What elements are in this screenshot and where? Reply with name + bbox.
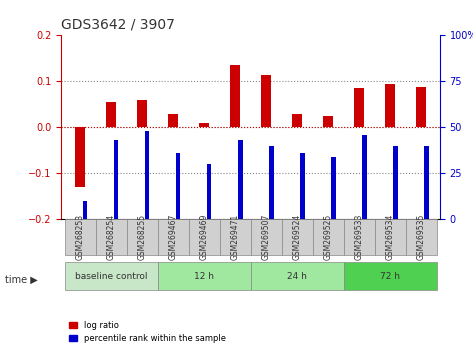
- Text: baseline control: baseline control: [75, 272, 148, 281]
- FancyBboxPatch shape: [344, 219, 375, 255]
- FancyBboxPatch shape: [65, 219, 96, 255]
- Bar: [106, 102, 116, 127]
- Legend: log ratio, percentile rank within the sample: log ratio, percentile rank within the sa…: [66, 318, 229, 346]
- Bar: [362, 135, 367, 219]
- Bar: [385, 84, 395, 127]
- Text: 24 h: 24 h: [287, 272, 307, 281]
- Text: GSM269525: GSM269525: [324, 214, 333, 260]
- Text: 12 h: 12 h: [194, 272, 214, 281]
- Text: GDS3642 / 3907: GDS3642 / 3907: [61, 18, 175, 32]
- Text: 72 h: 72 h: [380, 272, 400, 281]
- Text: GSM269467: GSM269467: [169, 214, 178, 261]
- Text: GSM268253: GSM268253: [76, 214, 85, 260]
- Text: GSM269507: GSM269507: [262, 214, 271, 261]
- Text: GSM269469: GSM269469: [200, 214, 209, 261]
- Bar: [137, 100, 147, 127]
- FancyBboxPatch shape: [251, 219, 282, 255]
- FancyBboxPatch shape: [344, 262, 437, 290]
- FancyBboxPatch shape: [158, 219, 189, 255]
- Bar: [292, 114, 302, 127]
- Bar: [393, 146, 398, 219]
- Text: GSM269534: GSM269534: [386, 214, 395, 261]
- Text: GSM269533: GSM269533: [355, 214, 364, 261]
- FancyBboxPatch shape: [65, 262, 158, 290]
- FancyBboxPatch shape: [406, 219, 437, 255]
- Bar: [416, 87, 426, 127]
- Bar: [261, 75, 271, 127]
- FancyBboxPatch shape: [96, 219, 127, 255]
- Text: GSM269524: GSM269524: [293, 214, 302, 260]
- FancyBboxPatch shape: [282, 219, 313, 255]
- Bar: [199, 123, 209, 127]
- FancyBboxPatch shape: [313, 219, 344, 255]
- FancyBboxPatch shape: [251, 262, 344, 290]
- FancyBboxPatch shape: [158, 262, 251, 290]
- Bar: [145, 131, 149, 219]
- FancyBboxPatch shape: [127, 219, 158, 255]
- Bar: [83, 201, 88, 219]
- Bar: [324, 116, 333, 127]
- Bar: [354, 88, 364, 127]
- Bar: [300, 153, 305, 219]
- Text: GSM268254: GSM268254: [106, 214, 115, 260]
- Text: GSM269471: GSM269471: [231, 214, 240, 260]
- Bar: [237, 140, 243, 219]
- Bar: [269, 146, 273, 219]
- FancyBboxPatch shape: [219, 219, 251, 255]
- Bar: [114, 140, 118, 219]
- Bar: [424, 146, 429, 219]
- Text: GSM268255: GSM268255: [138, 214, 147, 260]
- Bar: [331, 157, 335, 219]
- FancyBboxPatch shape: [375, 219, 406, 255]
- Bar: [168, 114, 178, 127]
- Text: time ▶: time ▶: [5, 275, 37, 285]
- Bar: [75, 127, 85, 187]
- Bar: [207, 164, 211, 219]
- Bar: [230, 65, 240, 127]
- Text: GSM269535: GSM269535: [417, 214, 426, 261]
- FancyBboxPatch shape: [189, 219, 219, 255]
- Bar: [175, 153, 181, 219]
